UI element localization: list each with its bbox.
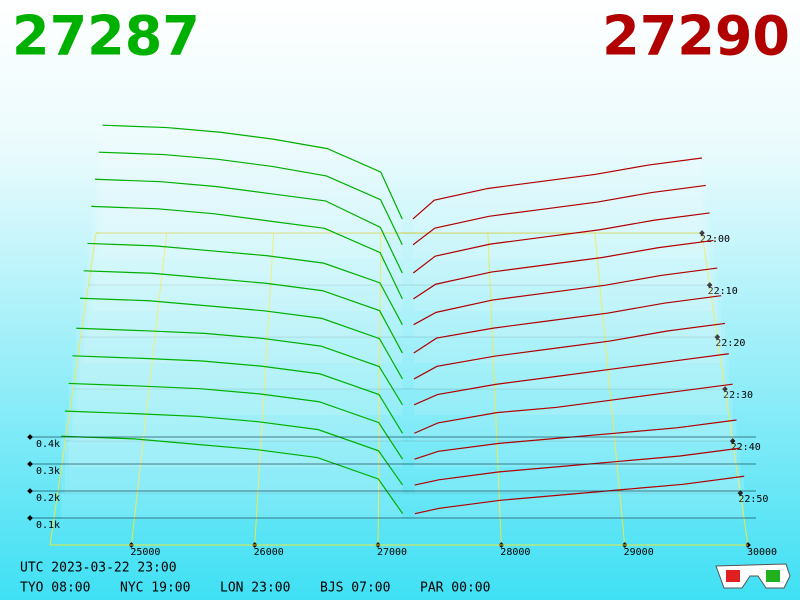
grid-line xyxy=(487,232,502,546)
x-tick-label: 27000 xyxy=(377,547,407,558)
depth-fill xyxy=(79,298,403,389)
depth-fill xyxy=(102,125,403,233)
time-tick-label: 22:20 xyxy=(715,338,745,349)
bid-depth-line xyxy=(79,297,403,380)
3d-glasses-button[interactable] xyxy=(715,563,791,589)
floor-edge xyxy=(49,232,97,546)
tick-dot xyxy=(27,434,33,440)
depth-fill xyxy=(98,152,403,259)
bid-depth-line xyxy=(98,151,403,246)
depth-fill xyxy=(72,355,403,441)
grid-line xyxy=(130,232,168,546)
depth-fill xyxy=(413,295,722,363)
ask-depth-line xyxy=(412,184,706,246)
x-tick-label: 29000 xyxy=(624,547,654,558)
tick-dot xyxy=(729,438,736,444)
time-tick-label: 22:30 xyxy=(723,390,753,401)
depth-fill xyxy=(414,420,737,467)
depth-fill xyxy=(413,212,710,285)
depth-fill xyxy=(413,323,725,389)
grid-line xyxy=(594,232,626,546)
time-tick-label: 22:50 xyxy=(738,494,768,505)
bid-depth-line xyxy=(64,410,404,486)
ask-depth-line xyxy=(413,322,726,380)
bid-depth-line xyxy=(87,242,403,325)
ask-depth-line xyxy=(414,475,745,515)
bid-depth-line xyxy=(94,178,403,274)
tick-dot xyxy=(722,386,728,392)
ask-depth-line xyxy=(412,212,710,274)
bid-price: 27287 xyxy=(12,5,200,68)
grid-line xyxy=(254,232,275,546)
tick-dot xyxy=(699,230,705,236)
city-time: NYC 19:00 xyxy=(120,581,190,596)
ask-depth-line xyxy=(414,383,733,434)
depth-fill xyxy=(61,436,403,519)
ask-price: 27290 xyxy=(602,5,790,68)
depth-fill xyxy=(87,243,403,337)
bid-depth-line xyxy=(76,327,404,406)
ask-depth-line xyxy=(414,419,737,460)
depth-fill xyxy=(414,384,733,441)
depth-fill xyxy=(91,206,403,311)
depth-fill xyxy=(414,476,745,519)
bid-depth-line xyxy=(72,355,404,434)
ask-depth-line xyxy=(413,353,729,406)
depth-tick-label: 0.4k xyxy=(36,439,60,450)
bid-depth-line xyxy=(68,382,404,460)
depth-fill xyxy=(64,411,403,493)
bid-depth-line xyxy=(91,205,403,300)
depth-fill xyxy=(413,240,714,311)
city-time: LON 23:00 xyxy=(220,581,290,596)
tick-dot xyxy=(737,490,744,496)
x-tick-label: 26000 xyxy=(254,547,284,558)
city-time: PAR 00:00 xyxy=(420,581,490,596)
ask-depth-line xyxy=(412,157,703,220)
depth-fill xyxy=(94,179,403,285)
depth-fill xyxy=(414,353,729,415)
tick-dot xyxy=(27,515,33,521)
time-tick-label: 22:40 xyxy=(731,442,761,453)
time-tick-label: 22:00 xyxy=(700,234,730,245)
depth-fill xyxy=(76,328,403,415)
ask-depth-line xyxy=(413,295,722,354)
depth-fill xyxy=(413,268,718,337)
time-tick-label: 22:10 xyxy=(708,286,738,297)
depth-tick-label: 0.1k xyxy=(36,520,60,531)
city-time: BJS 07:00 xyxy=(320,581,390,596)
depth-fill xyxy=(68,383,403,467)
tick-dot xyxy=(27,461,33,467)
tick-dot xyxy=(714,334,721,340)
tick-dot xyxy=(706,282,713,288)
depth-fill xyxy=(412,158,702,233)
x-tick-label: 28000 xyxy=(500,547,530,558)
depth-tick-label: 0.3k xyxy=(36,466,60,477)
utc-time: UTC 2023-03-22 23:00 xyxy=(20,561,177,576)
bid-depth-line xyxy=(61,435,404,515)
tick-dot xyxy=(27,488,33,494)
bid-depth-line xyxy=(83,270,403,354)
ask-depth-line xyxy=(413,267,718,326)
x-tick-label: 30000 xyxy=(747,547,777,558)
ask-depth-line xyxy=(414,447,741,486)
x-tick-label: 25000 xyxy=(130,547,160,558)
depth-tick-label: 0.2k xyxy=(36,493,60,504)
depth-fill xyxy=(414,448,741,493)
depth-fill xyxy=(413,185,706,259)
ask-depth-line xyxy=(413,239,714,300)
grid-line xyxy=(377,232,382,546)
plot: 25000 26000 27000 28000 29000 30000 22:00 22:10… xyxy=(27,124,777,558)
depth-fill xyxy=(83,270,403,363)
bid-depth-line xyxy=(102,124,403,220)
city-time: TYO 08:00 xyxy=(20,581,90,596)
